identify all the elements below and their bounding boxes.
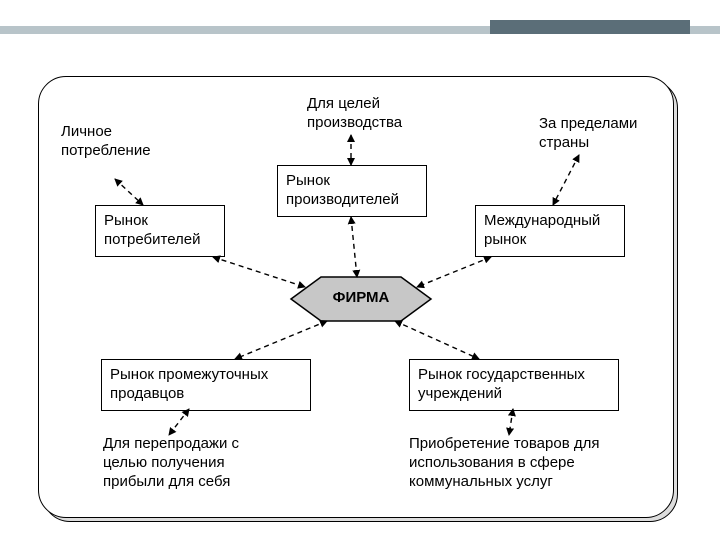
diagram-panel: Личное потребление Для целей производств… — [38, 76, 674, 518]
label-personal-consumption: Личное потребление — [61, 123, 181, 161]
node-government-market: Рынок государственных учреждений — [409, 359, 619, 411]
firma-label: ФИРМА — [331, 289, 391, 306]
decorative-topbar-accent — [490, 20, 690, 34]
label-resale-profit: Для перепродажи с целью получения прибыл… — [103, 435, 293, 491]
node-intermediaries-market: Рынок промежуточных продавцов — [101, 359, 311, 411]
node-international-market: Международный рынок — [475, 205, 625, 257]
node-consumers-market: Рынок потребителей — [95, 205, 225, 257]
label-communal-services: Приобретение товаров для использования в… — [409, 435, 649, 491]
node-producers-market: Рынок производителей — [277, 165, 427, 217]
label-production-purposes: Для целей производства — [307, 95, 457, 133]
label-abroad: За пределами страны — [539, 115, 669, 153]
